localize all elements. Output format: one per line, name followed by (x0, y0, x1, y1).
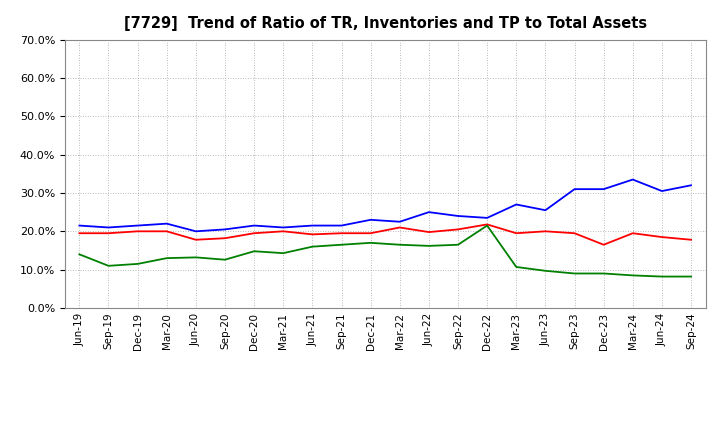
Trade Receivables (192, 237, 200, 242)
Trade Receivables (250, 231, 258, 236)
Trade Payables (570, 271, 579, 276)
Trade Receivables (366, 231, 375, 236)
Trade Payables (337, 242, 346, 247)
Trade Receivables (454, 227, 462, 232)
Inventories (75, 223, 84, 228)
Trade Payables (541, 268, 550, 273)
Inventories (308, 223, 317, 228)
Inventories (570, 187, 579, 192)
Inventories (250, 223, 258, 228)
Inventories (454, 213, 462, 219)
Trade Receivables (425, 229, 433, 235)
Inventories (541, 208, 550, 213)
Trade Payables (454, 242, 462, 247)
Line: Trade Payables: Trade Payables (79, 226, 691, 277)
Inventories (425, 209, 433, 215)
Inventories (657, 188, 666, 194)
Trade Receivables (133, 229, 142, 234)
Trade Receivables (163, 229, 171, 234)
Trade Payables (192, 255, 200, 260)
Trade Payables (279, 250, 287, 256)
Inventories (192, 229, 200, 234)
Trade Payables (629, 273, 637, 278)
Trade Receivables (483, 222, 492, 227)
Inventories (599, 187, 608, 192)
Trade Receivables (279, 229, 287, 234)
Line: Trade Receivables: Trade Receivables (79, 224, 691, 245)
Inventories (395, 219, 404, 224)
Trade Receivables (220, 235, 229, 241)
Inventories (337, 223, 346, 228)
Inventories (366, 217, 375, 223)
Trade Payables (599, 271, 608, 276)
Trade Payables (75, 252, 84, 257)
Trade Payables (104, 263, 113, 268)
Trade Payables (687, 274, 696, 279)
Trade Payables (220, 257, 229, 262)
Inventories (629, 177, 637, 182)
Inventories (163, 221, 171, 226)
Trade Receivables (337, 231, 346, 236)
Trade Receivables (308, 232, 317, 237)
Trade Payables (366, 240, 375, 246)
Inventories (687, 183, 696, 188)
Title: [7729]  Trend of Ratio of TR, Inventories and TP to Total Assets: [7729] Trend of Ratio of TR, Inventories… (124, 16, 647, 32)
Trade Receivables (75, 231, 84, 236)
Trade Receivables (570, 231, 579, 236)
Inventories (512, 202, 521, 207)
Trade Receivables (599, 242, 608, 247)
Trade Payables (512, 264, 521, 270)
Trade Receivables (629, 231, 637, 236)
Trade Payables (657, 274, 666, 279)
Trade Payables (163, 256, 171, 261)
Trade Receivables (541, 229, 550, 234)
Inventories (483, 215, 492, 220)
Trade Payables (133, 261, 142, 267)
Line: Inventories: Inventories (79, 180, 691, 231)
Trade Payables (483, 223, 492, 228)
Inventories (133, 223, 142, 228)
Trade Receivables (657, 235, 666, 240)
Inventories (279, 225, 287, 230)
Trade Receivables (104, 231, 113, 236)
Trade Receivables (512, 231, 521, 236)
Trade Receivables (687, 237, 696, 242)
Trade Payables (308, 244, 317, 249)
Trade Payables (250, 249, 258, 254)
Inventories (220, 227, 229, 232)
Inventories (104, 225, 113, 230)
Trade Receivables (395, 225, 404, 230)
Trade Payables (425, 243, 433, 249)
Trade Payables (395, 242, 404, 247)
